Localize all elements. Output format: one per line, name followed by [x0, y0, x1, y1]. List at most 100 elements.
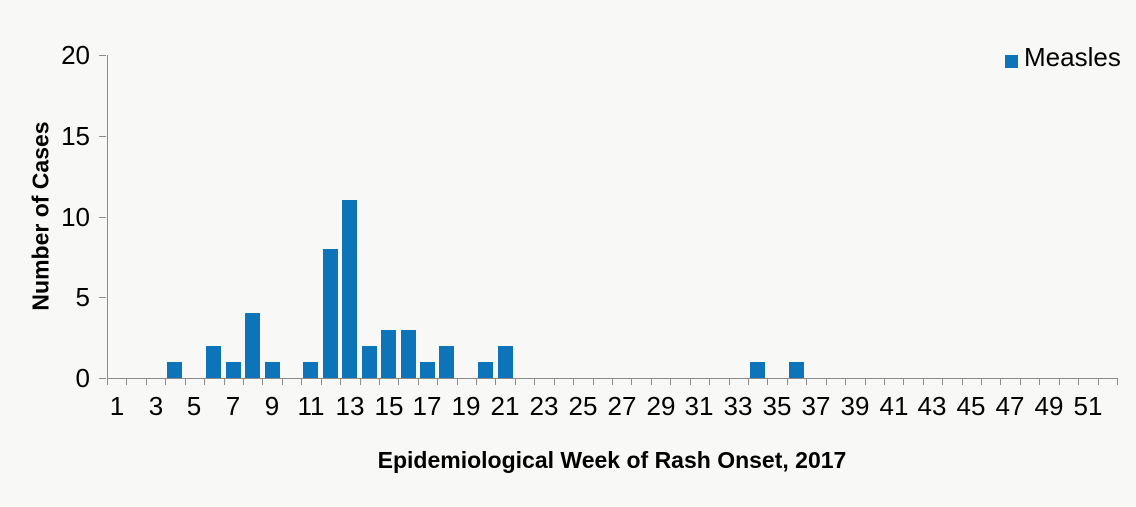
x-tick-label-week-27: 27	[607, 391, 637, 421]
bar-week-13	[342, 200, 357, 378]
x-tick-50	[1078, 379, 1079, 385]
x-tick-28	[651, 379, 652, 385]
x-tick-label-week-33: 33	[723, 391, 753, 421]
bar-week-17	[420, 362, 435, 378]
x-tick-14	[379, 379, 380, 385]
x-tick-13	[360, 379, 361, 385]
x-tick-label-week-35: 35	[762, 391, 792, 421]
x-tick-7	[243, 379, 244, 385]
x-tick-label-week-19: 19	[451, 391, 481, 421]
x-tick-label-week-51: 51	[1073, 391, 1103, 421]
x-tick-label-week-47: 47	[995, 391, 1025, 421]
x-tick-label-week-21: 21	[490, 391, 520, 421]
x-tick-37	[826, 379, 827, 385]
x-tick-34	[767, 379, 768, 385]
x-tick-22	[534, 379, 535, 385]
x-tick-label-week-17: 17	[412, 391, 442, 421]
x-tick-label-week-29: 29	[646, 391, 676, 421]
x-tick-42	[923, 379, 924, 385]
x-tick-51	[1098, 379, 1099, 385]
bar-week-15	[381, 330, 396, 378]
x-tick-label-week-7: 7	[225, 391, 241, 421]
x-tick-15	[398, 379, 399, 385]
x-tick-48	[1039, 379, 1040, 385]
x-tick-31	[709, 379, 710, 385]
x-tick-30	[690, 379, 691, 385]
y-tick-15	[99, 136, 106, 137]
bar-week-8	[245, 313, 260, 378]
x-tick-33	[748, 379, 749, 385]
x-tick-36	[806, 379, 807, 385]
bar-week-14	[362, 346, 377, 378]
x-tick-38	[845, 379, 846, 385]
x-tick-11	[321, 379, 322, 385]
bar-week-4	[167, 362, 182, 378]
x-tick-5	[204, 379, 205, 385]
x-tick-label-week-13: 13	[335, 391, 365, 421]
y-tick-label-15: 15	[61, 121, 90, 151]
bar-week-21	[498, 346, 513, 378]
x-tick-label-week-43: 43	[917, 391, 947, 421]
y-tick-10	[99, 217, 106, 218]
x-tick-16	[418, 379, 419, 385]
x-tick-label-week-5: 5	[186, 391, 202, 421]
legend-marker-square-icon	[1005, 55, 1018, 68]
bar-week-20	[478, 362, 493, 378]
x-tick-label-week-45: 45	[956, 391, 986, 421]
x-tick-2	[146, 379, 147, 385]
x-tick-label-week-3: 3	[148, 391, 164, 421]
x-tick-label-week-9: 9	[264, 391, 280, 421]
bar-week-6	[206, 346, 221, 378]
y-tick-label-5: 5	[75, 282, 90, 312]
legend-label-measles: Measles	[1024, 42, 1121, 72]
y-axis-line	[107, 55, 108, 379]
x-tick-label-week-39: 39	[840, 391, 870, 421]
bar-week-36	[789, 362, 804, 378]
bar-week-16	[401, 330, 416, 378]
x-tick-49	[1059, 379, 1060, 385]
bar-week-18	[439, 346, 454, 378]
x-tick-26	[612, 379, 613, 385]
y-tick-0	[99, 378, 106, 379]
x-tick-label-week-11: 11	[297, 391, 325, 421]
x-tick-19	[476, 379, 477, 385]
x-tick-3	[165, 379, 166, 385]
x-tick-43	[942, 379, 943, 385]
x-tick-label-week-1: 1	[109, 391, 125, 421]
x-axis-title: Epidemiological Week of Rash Onset, 2017	[377, 447, 847, 473]
bar-week-7	[226, 362, 241, 378]
x-tick-21	[515, 379, 516, 385]
y-tick-5	[99, 297, 106, 298]
x-tick-40	[884, 379, 885, 385]
x-tick-27	[631, 379, 632, 385]
x-tick-41	[903, 379, 904, 385]
x-tick-8	[262, 379, 263, 385]
x-tick-35	[787, 379, 788, 385]
x-tick-44	[962, 379, 963, 385]
x-tick-label-week-37: 37	[801, 391, 831, 421]
x-tick-6	[224, 379, 225, 385]
y-tick-label-20: 20	[61, 40, 90, 70]
y-tick-label-0: 0	[75, 363, 90, 393]
x-tick-52	[1117, 379, 1118, 385]
x-tick-17	[437, 379, 438, 385]
bar-week-34	[750, 362, 765, 378]
x-axis-line	[107, 378, 1118, 379]
x-tick-10	[301, 379, 302, 385]
x-tick-46	[1000, 379, 1001, 385]
x-tick-45	[981, 379, 982, 385]
bar-week-9	[265, 362, 280, 378]
x-tick-label-week-25: 25	[568, 391, 598, 421]
x-tick-24	[573, 379, 574, 385]
x-tick-23	[554, 379, 555, 385]
x-tick-label-week-23: 23	[529, 391, 559, 421]
x-tick-12	[340, 379, 341, 385]
bar-week-12	[323, 249, 338, 378]
x-tick-label-week-49: 49	[1034, 391, 1064, 421]
x-tick-47	[1020, 379, 1021, 385]
x-tick-9	[282, 379, 283, 385]
x-tick-1	[126, 379, 127, 385]
x-tick-4	[185, 379, 186, 385]
x-tick-label-week-41: 41	[879, 391, 909, 421]
x-tick-0	[107, 379, 108, 385]
